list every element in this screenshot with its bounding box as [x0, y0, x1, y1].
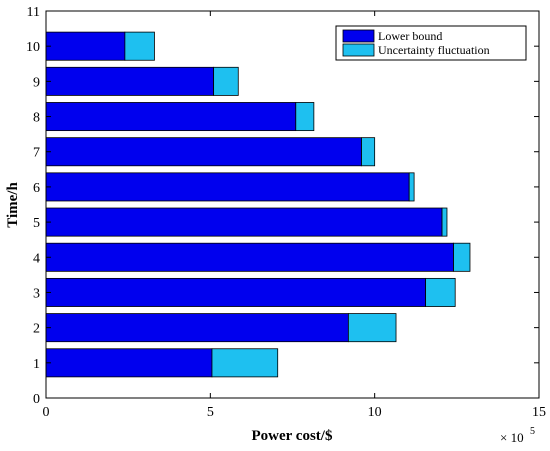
bar-uncertainty-fluctuation-t4 — [453, 242, 471, 272]
bar-lower-bound-t10 — [45, 31, 126, 61]
bar-lower-bound-t5 — [45, 207, 443, 237]
y-tick-label: 0 — [33, 392, 40, 407]
bar-uncertainty-fluctuation-t1 — [211, 348, 279, 378]
bar-lower-bound-t6 — [45, 172, 410, 202]
bar-lower-bound-t7 — [45, 137, 362, 167]
x-tick-label: 10 — [368, 405, 382, 420]
bar-uncertainty-fluctuation-t5 — [441, 207, 448, 237]
legend-swatch-uncertainty-fluctuation — [342, 43, 375, 57]
y-tick-label: 8 — [33, 111, 40, 126]
bar-uncertainty-fluctuation-t2 — [347, 313, 397, 343]
x-tick-label: 5 — [207, 405, 214, 420]
plot-frame — [45, 10, 540, 399]
bar-lower-bound-t1 — [45, 348, 213, 378]
y-tick-label: 3 — [33, 286, 40, 301]
bar-lower-bound-t4 — [45, 242, 454, 272]
bars-group — [45, 31, 471, 378]
legend: Lower bound Uncertainty fluctuation — [335, 25, 527, 61]
legend-label-lower-bound: Lower bound — [378, 29, 442, 43]
y-tick-label: 7 — [33, 146, 40, 161]
y-tick-label: 10 — [26, 40, 40, 55]
x-exponent-power: 5 — [530, 426, 535, 437]
x-tick-label: 15 — [532, 405, 546, 420]
bar-lower-bound-t3 — [45, 277, 427, 307]
y-tick-label: 6 — [33, 181, 40, 196]
bar-uncertainty-fluctuation-t7 — [361, 137, 376, 167]
y-tick-label: 2 — [33, 322, 40, 337]
bar-uncertainty-fluctuation-t9 — [213, 66, 239, 96]
y-axis: 0 1 2 3 4 5 6 7 8 9 10 11 — [26, 5, 539, 407]
x-exponent-label: × 10 — [500, 430, 524, 445]
bar-lower-bound-t9 — [45, 66, 215, 96]
y-axis-label: Time/h — [5, 182, 21, 228]
x-axis-label: Power cost/$ — [252, 428, 333, 444]
y-tick-label: 1 — [33, 357, 40, 372]
bar-uncertainty-fluctuation-t3 — [425, 277, 456, 307]
y-tick-label: 9 — [33, 75, 40, 90]
x-tick-label: 0 — [43, 405, 50, 420]
bar-lower-bound-t2 — [45, 313, 349, 343]
bar-uncertainty-fluctuation-t10 — [124, 31, 155, 61]
y-tick-label: 5 — [33, 216, 40, 231]
x-axis: 0 5 10 15 — [43, 11, 546, 420]
bar-uncertainty-fluctuation-t8 — [295, 102, 315, 132]
legend-swatch-lower-bound — [342, 29, 375, 43]
y-tick-label: 11 — [27, 5, 40, 20]
bar-uncertainty-fluctuation-t6 — [408, 172, 415, 202]
legend-label-uncertainty-fluctuation: Uncertainty fluctuation — [378, 43, 490, 57]
bar-lower-bound-t8 — [45, 102, 297, 132]
y-tick-label: 4 — [33, 251, 40, 266]
